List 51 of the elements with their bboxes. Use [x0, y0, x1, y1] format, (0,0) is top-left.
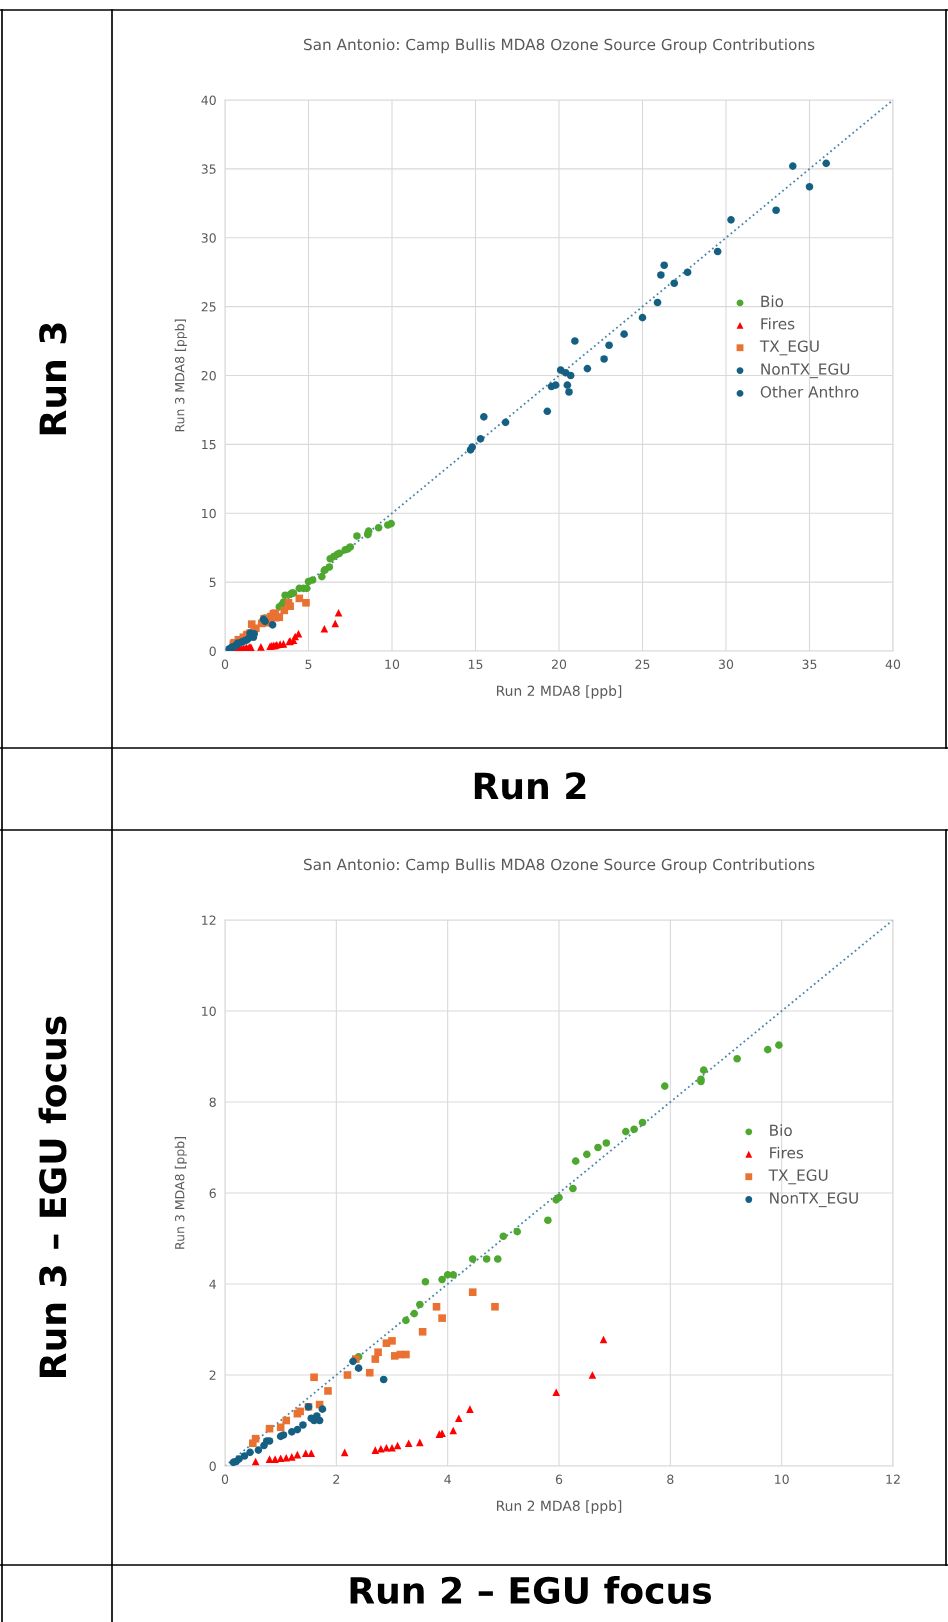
legend-label: NonTX_EGU [761, 363, 850, 379]
y-tick-label: 10 [202, 1006, 216, 1016]
x-tick-label: 20 [551, 659, 567, 670]
x-tick-label: 6 [555, 1474, 563, 1485]
x-tick-label: 35 [802, 659, 817, 670]
y-tick-label: 10 [202, 508, 216, 519]
chart-title: San Antonio: Camp Bullis MDA8 Ozone Source Group Contributions [303, 858, 815, 874]
y-tick-label: 0 [209, 1461, 216, 1471]
y-tick-label: 25 [201, 302, 216, 312]
x-tick-label: 5 [305, 659, 312, 670]
x-tick-label: 12 [886, 1474, 900, 1484]
x-tick-label: 0 [221, 1474, 229, 1485]
x-tick-label: 30 [719, 659, 734, 670]
legend-label: Fires [761, 317, 795, 330]
x-tick-label: 2 [333, 1474, 340, 1484]
x-tick-label: 25 [635, 659, 650, 670]
y-tick-label: 2 [209, 1370, 216, 1380]
x-tick-label: 4 [444, 1474, 451, 1484]
y-tick-label: 15 [202, 440, 216, 450]
legend-label: Bio [761, 295, 784, 308]
text: Run 3 [39, 323, 67, 435]
text: Run 3 – EGU focus [38, 1016, 67, 1377]
y-tick-label: 40 [201, 95, 216, 105]
x-tick-label: 15 [468, 659, 483, 670]
x-tick-label: 10 [385, 659, 400, 670]
y-tick-label: 30 [201, 233, 216, 243]
y-tick-label: 6 [209, 1188, 216, 1198]
x-axis-title: Run 2 MDA8 [ppb] [496, 685, 622, 699]
y-tick-label: 8 [209, 1097, 216, 1107]
x-tick-label: 10 [775, 1474, 789, 1485]
x-axis-title: Run 2 MDA8 [ppb] [496, 1500, 622, 1514]
legend-label: TX_EGU [768, 1169, 828, 1185]
x-tick-label: 40 [885, 659, 901, 670]
chart-title: San Antonio: Camp Bullis MDA8 Ozone Source Group Contributions [303, 38, 815, 54]
x-tick-label: 8 [667, 1474, 674, 1485]
legend-label: Bio [770, 1124, 792, 1137]
legend-label: Fires [770, 1146, 804, 1159]
y-tick-label: 12 [202, 915, 216, 925]
legend-label: Other Anthro [760, 385, 859, 398]
y-tick-label: 35 [201, 164, 216, 174]
legend-label: TX_EGU [759, 340, 819, 356]
text: Run 2 – EGU focus [350, 1576, 712, 1604]
y-tick-label: 20 [201, 370, 216, 381]
text: Run 2 [474, 772, 586, 800]
y-axis-title: Run 3 MDA8 [ppb] [174, 319, 187, 432]
y-tick-label: 5 [209, 577, 216, 588]
y-tick-label: 4 [209, 1279, 216, 1289]
y-tick-label: 0 [209, 646, 216, 656]
y-axis-title: Run 3 MDA8 [ppb] [174, 1137, 187, 1249]
x-tick-label: 0 [221, 659, 229, 670]
legend-label: NonTX_EGU [770, 1192, 858, 1208]
